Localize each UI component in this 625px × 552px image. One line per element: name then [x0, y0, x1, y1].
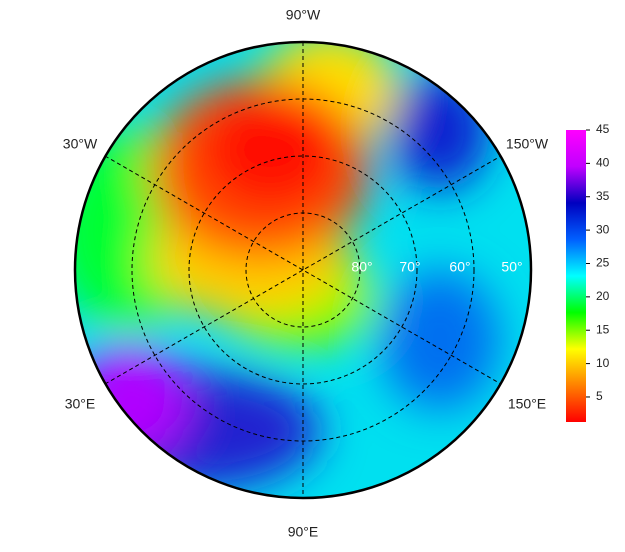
- lat-label: 50°: [501, 259, 522, 275]
- lon-label: 90°E: [288, 524, 319, 540]
- colorbar-tick-label: 15: [596, 322, 610, 336]
- colorbar-tick-label: 10: [596, 356, 610, 370]
- colorbar-tick-label: 5: [596, 389, 603, 403]
- lon-label: 30°E: [65, 396, 96, 412]
- colorbar-tick-label: 20: [596, 289, 610, 303]
- colorbar: [566, 130, 586, 422]
- colorbar-tick-label: 25: [596, 256, 610, 270]
- colorbar-tick-label: 45: [596, 122, 610, 136]
- colorbar-tick-label: 35: [596, 189, 610, 203]
- graticule: [104, 42, 502, 498]
- lon-label: 150°W: [506, 136, 549, 152]
- lon-label: 30°W: [63, 136, 98, 152]
- lat-label: 60°: [449, 259, 470, 275]
- map-border: [73, 40, 533, 500]
- lat-label: 80°: [351, 259, 372, 275]
- colorbar-tick-label: 30: [596, 222, 610, 236]
- colorbar-tick-label: 40: [596, 156, 610, 170]
- lat-label: 70°: [399, 259, 420, 275]
- lon-label: 90°W: [286, 7, 321, 23]
- lon-label: 150°E: [508, 396, 546, 412]
